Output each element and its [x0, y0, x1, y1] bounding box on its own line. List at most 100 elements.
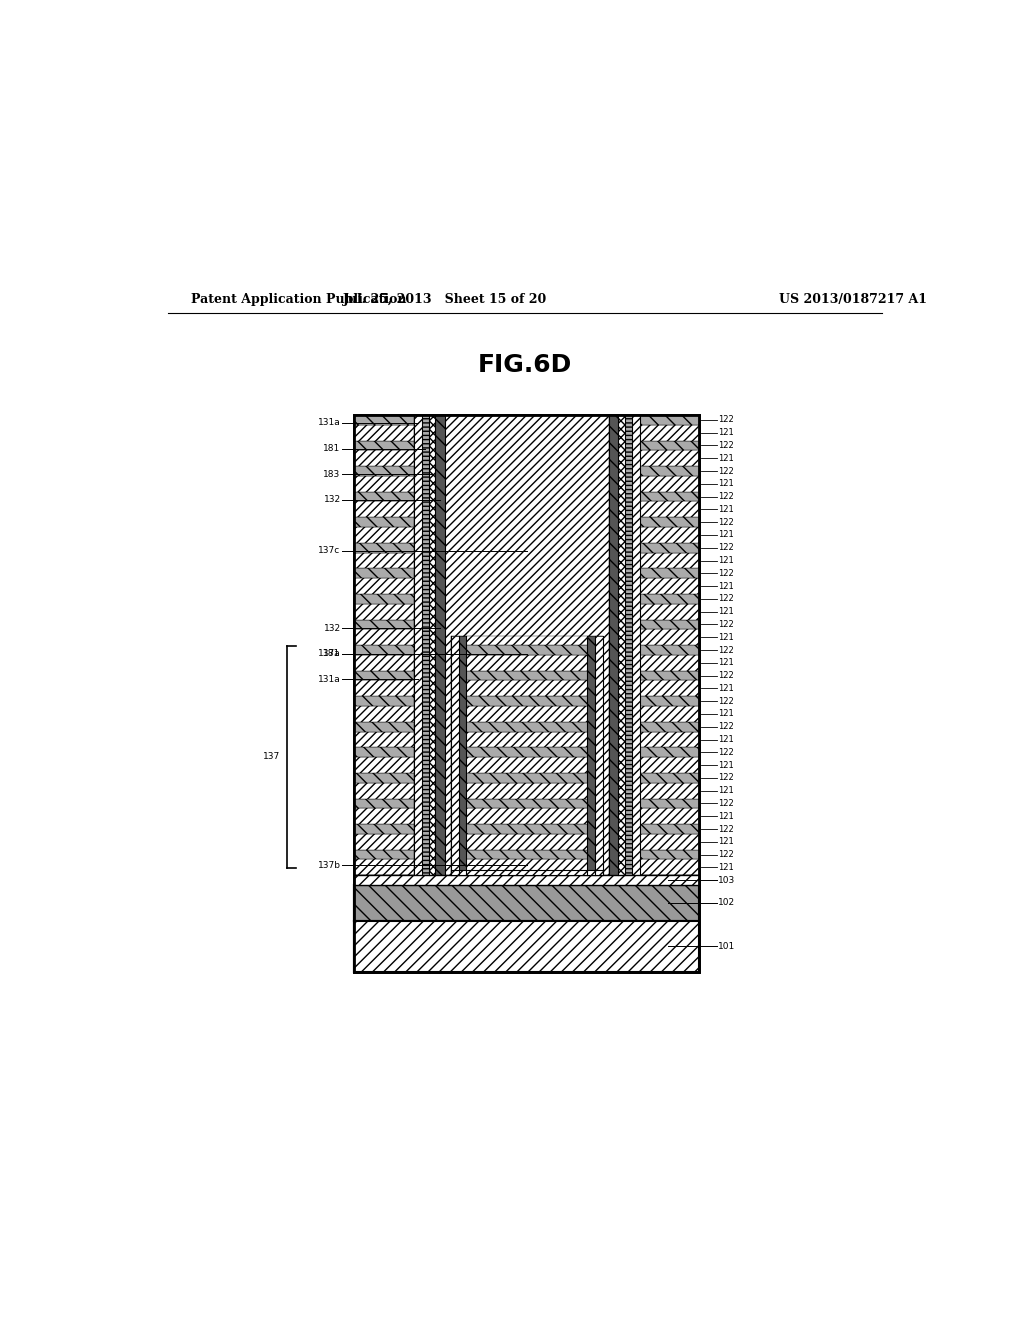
Text: 121: 121: [719, 735, 734, 744]
Bar: [354, 414, 699, 972]
Text: Patent Application Publication: Patent Application Publication: [191, 293, 407, 306]
Text: US 2013/0187217 A1: US 2013/0187217 A1: [778, 293, 927, 306]
Bar: [588, 636, 595, 875]
Text: FIG.6D: FIG.6D: [477, 352, 572, 378]
Bar: [414, 619, 640, 630]
Text: 122: 122: [719, 594, 734, 603]
Bar: [354, 783, 699, 799]
Bar: [354, 655, 699, 671]
Text: 137: 137: [263, 752, 281, 762]
Text: 122: 122: [719, 441, 734, 450]
Text: 122: 122: [719, 466, 734, 475]
Text: 121: 121: [719, 531, 734, 540]
Bar: [414, 808, 640, 824]
Bar: [354, 824, 699, 834]
Bar: [414, 697, 640, 706]
Bar: [451, 636, 602, 875]
Text: 137a: 137a: [317, 649, 341, 659]
Bar: [354, 722, 699, 731]
Bar: [451, 645, 602, 655]
Text: 137c: 137c: [318, 546, 341, 556]
Bar: [451, 681, 602, 697]
Bar: [354, 859, 699, 875]
Text: 121: 121: [719, 582, 734, 590]
Bar: [451, 636, 459, 875]
Bar: [414, 414, 422, 875]
Text: 122: 122: [719, 748, 734, 756]
Bar: [354, 645, 699, 655]
Bar: [422, 414, 429, 875]
Bar: [354, 697, 699, 706]
Bar: [354, 450, 699, 466]
Bar: [354, 594, 699, 603]
Bar: [414, 859, 640, 875]
Bar: [451, 636, 602, 645]
Text: 122: 122: [719, 517, 734, 527]
Text: 132: 132: [324, 495, 341, 504]
Bar: [354, 884, 699, 920]
Text: 122: 122: [719, 774, 734, 783]
Text: 122: 122: [719, 544, 734, 552]
Bar: [609, 414, 618, 875]
Bar: [414, 731, 640, 747]
Text: 103: 103: [719, 875, 735, 884]
Bar: [414, 645, 640, 655]
Bar: [354, 578, 699, 594]
Bar: [354, 502, 699, 517]
Text: 121: 121: [719, 787, 734, 795]
Bar: [414, 517, 640, 527]
Bar: [354, 619, 699, 630]
Bar: [354, 850, 699, 859]
Bar: [354, 706, 699, 722]
Text: 122: 122: [719, 671, 734, 680]
Bar: [414, 502, 640, 517]
Bar: [354, 681, 699, 697]
Bar: [354, 414, 699, 972]
Bar: [451, 859, 602, 875]
Text: 121: 121: [719, 709, 734, 718]
Bar: [414, 477, 640, 492]
Bar: [414, 414, 640, 875]
Text: 101: 101: [719, 942, 735, 950]
Bar: [414, 850, 640, 859]
Text: 137b: 137b: [317, 861, 341, 870]
Bar: [451, 850, 602, 859]
Text: 121: 121: [719, 556, 734, 565]
Bar: [414, 450, 640, 466]
Text: 181: 181: [324, 649, 341, 659]
Text: 122: 122: [719, 850, 734, 859]
Text: 122: 122: [719, 492, 734, 502]
Bar: [414, 543, 640, 553]
Text: 122: 122: [719, 569, 734, 578]
Bar: [354, 799, 699, 808]
Bar: [354, 671, 699, 681]
Bar: [414, 799, 640, 808]
Text: 121: 121: [719, 632, 734, 642]
Bar: [451, 808, 602, 824]
Text: 122: 122: [719, 799, 734, 808]
Bar: [354, 425, 699, 441]
Text: 122: 122: [719, 825, 734, 833]
Text: 121: 121: [719, 837, 734, 846]
Bar: [354, 477, 699, 492]
Bar: [354, 569, 699, 578]
Bar: [354, 527, 699, 543]
Bar: [414, 655, 640, 671]
Bar: [354, 875, 699, 884]
Bar: [354, 466, 699, 477]
Bar: [414, 578, 640, 594]
Bar: [451, 824, 602, 834]
Bar: [414, 834, 640, 850]
Bar: [354, 414, 699, 425]
Text: 132: 132: [324, 624, 341, 632]
Bar: [451, 747, 602, 758]
Text: 121: 121: [719, 607, 734, 616]
Bar: [451, 655, 602, 671]
Bar: [414, 527, 640, 543]
Bar: [414, 747, 640, 758]
Text: 122: 122: [719, 722, 734, 731]
Bar: [414, 414, 640, 425]
Bar: [451, 870, 602, 875]
Bar: [625, 414, 632, 875]
Text: 183: 183: [324, 470, 341, 479]
